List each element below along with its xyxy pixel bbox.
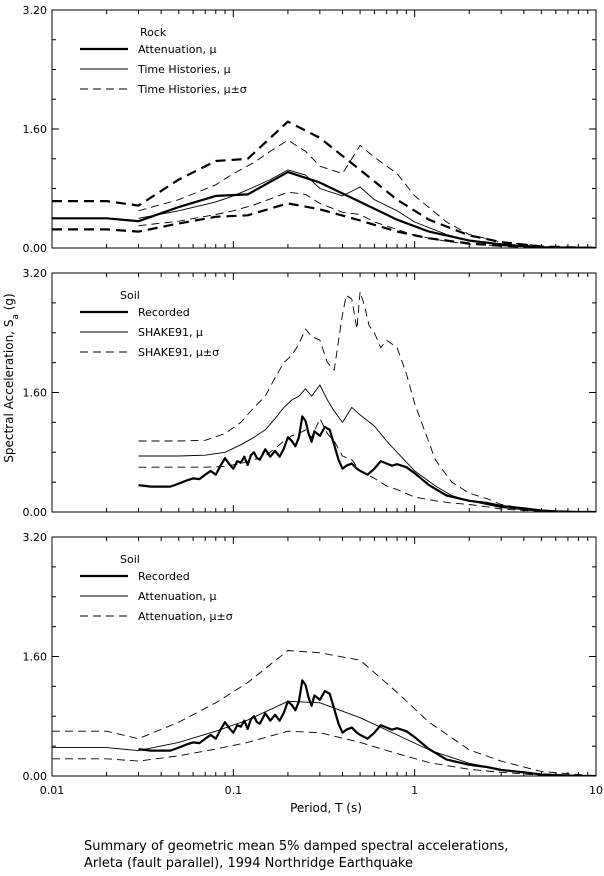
series-line-5 [52,202,596,248]
series-line-1 [138,169,542,247]
caption-line-2: Arleta (fault parallel), 1994 Northridge… [84,856,413,871]
series-line-4 [52,120,596,248]
y-tick-label: 1.60 [23,387,48,400]
legend-label: Recorded [138,306,190,319]
y-axis-label-sub: a [11,314,21,320]
figure-caption: Summary of geometric mean 5% damped spec… [84,838,584,872]
caption-line-1: Summary of geometric mean 5% damped spec… [84,839,509,854]
y-tick-label: 3.20 [23,267,48,280]
series-line-0 [138,679,596,776]
panel-rock: 0.00 1.60 3.20 Rock Attenuation, μ Time Histo… [23,4,597,255]
legend-label: Time Histories, μ [137,63,231,76]
series-line-3 [52,730,596,776]
legend-label: Time Histories, μ±σ [137,83,247,96]
legend-label: Recorded [138,570,190,583]
y-tick-label: 0.00 [23,770,48,783]
legend-label: Attenuation, μ [138,43,216,56]
y-tick-label: 3.20 [23,4,48,17]
x-tick-label: 0.1 [225,784,243,797]
x-tick-label: 10 [589,784,603,797]
x-axis-label: Period, T (s) [290,801,362,815]
legend-label: SHAKE91, μ±σ [138,346,219,359]
series-line-3 [138,418,596,512]
series-line-2 [138,139,542,247]
series-group [52,120,596,248]
series-line-1 [52,700,596,776]
y-tick-label: 1.60 [23,123,48,136]
series-line-0 [138,415,596,512]
y-tick-label: 1.60 [23,651,48,664]
legend-label: SHAKE91, μ [138,326,203,339]
y-axis-label-unit: (g) [2,293,16,314]
legend-title: Rock [140,26,167,39]
y-axis-label: Spectral Acceleration, Sa (g) [2,293,21,462]
legend-title: Soil [120,553,140,566]
y-tick-label: 0.00 [23,506,48,519]
legend-label: Attenuation, μ [138,590,216,603]
panel-soil-attenuation: 0.00 1.60 3.20 0.01 0.1 1 10 Soil Recorded Attenu… [23,531,604,797]
legend-label: Attenuation, μ±σ [138,610,233,623]
series-group [138,291,596,512]
series-line-1 [138,384,596,512]
plot-frame [51,536,597,777]
y-axis-label-main: Spectral Acceleration, S [2,320,16,463]
plot-frame [51,9,597,249]
panel-soil-shake91: 0.00 1.60 3.20 Soil Recorded SHAKE91, μ SHAKE9… [23,267,597,519]
series-line-2 [52,650,596,776]
x-tick-label: 0.01 [40,784,65,797]
series-line-2 [138,291,596,512]
y-tick-label: 3.20 [23,531,48,544]
legend-title: Soil [120,289,140,302]
series-group [52,650,596,776]
x-tick-label: 1 [411,784,418,797]
y-tick-label: 0.00 [23,242,48,255]
